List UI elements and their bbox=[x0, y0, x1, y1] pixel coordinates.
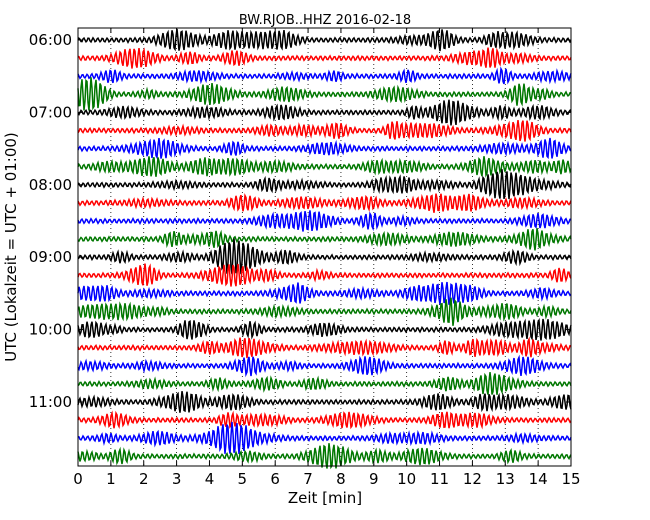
x-tick-label: 5 bbox=[238, 470, 248, 488]
x-tick-label: 15 bbox=[561, 470, 580, 488]
seismic-trace bbox=[77, 169, 572, 200]
x-tick-label: 8 bbox=[336, 470, 346, 488]
seismic-trace bbox=[77, 410, 572, 430]
seismic-trace bbox=[77, 28, 572, 52]
x-tick-label: 4 bbox=[205, 470, 215, 488]
x-axis-ticks: 0 1 2 3 4 5 6 7 8 9 10 11 12 13 14 15 bbox=[73, 28, 581, 488]
y-tick-label: 09:00 bbox=[29, 248, 72, 266]
x-tick-label: 13 bbox=[496, 470, 515, 488]
seismic-trace bbox=[77, 192, 572, 213]
x-tick-label: 10 bbox=[397, 470, 416, 488]
seismic-trace bbox=[77, 210, 572, 232]
x-tick-label: 12 bbox=[463, 470, 482, 488]
seismic-trace bbox=[77, 47, 572, 69]
seismic-trace bbox=[77, 137, 572, 160]
y-axis-label: UTC (Lokalzeit = UTC + 01:00) bbox=[2, 132, 20, 362]
seismic-trace bbox=[77, 391, 572, 413]
seismic-trace bbox=[77, 228, 572, 251]
x-tick-label: 9 bbox=[369, 470, 379, 488]
seismic-trace bbox=[77, 443, 572, 470]
x-tick-label: 14 bbox=[529, 470, 548, 488]
seismic-trace bbox=[77, 354, 572, 378]
x-tick-label: 6 bbox=[270, 470, 280, 488]
seismogram-traces bbox=[77, 28, 572, 470]
x-tick-label: 0 bbox=[73, 470, 83, 488]
seismic-trace bbox=[77, 317, 572, 341]
y-tick-label: 10:00 bbox=[29, 321, 72, 339]
seismic-trace bbox=[77, 372, 572, 395]
seismic-trace bbox=[77, 77, 572, 111]
seismic-trace bbox=[77, 99, 572, 126]
y-axis-ticks: 06:00 07:00 08:00 09:00 10:00 11:00 bbox=[29, 31, 571, 411]
seismic-trace bbox=[77, 281, 572, 305]
x-axis-label: Zeit [min] bbox=[288, 489, 362, 507]
seismic-trace bbox=[77, 238, 572, 275]
x-tick-label: 7 bbox=[303, 470, 313, 488]
plot-frame bbox=[77, 27, 572, 467]
seismic-trace bbox=[77, 421, 572, 455]
x-tick-label: 2 bbox=[139, 470, 149, 488]
chart-title: BW.RJOB..HHZ 2016-02-18 bbox=[239, 13, 411, 28]
x-tick-label: 11 bbox=[430, 470, 449, 488]
seismic-trace bbox=[77, 119, 572, 142]
x-tick-label: 3 bbox=[172, 470, 182, 488]
y-tick-label: 11:00 bbox=[29, 393, 72, 411]
y-tick-label: 06:00 bbox=[29, 31, 72, 49]
seismic-trace bbox=[77, 336, 572, 359]
y-tick-label: 07:00 bbox=[29, 103, 72, 121]
seismic-trace bbox=[77, 297, 572, 326]
seismic-trace bbox=[77, 263, 572, 287]
x-tick-label: 1 bbox=[106, 470, 116, 488]
seismic-trace bbox=[77, 156, 572, 178]
y-tick-label: 08:00 bbox=[29, 176, 72, 194]
seismic-trace bbox=[77, 66, 572, 85]
